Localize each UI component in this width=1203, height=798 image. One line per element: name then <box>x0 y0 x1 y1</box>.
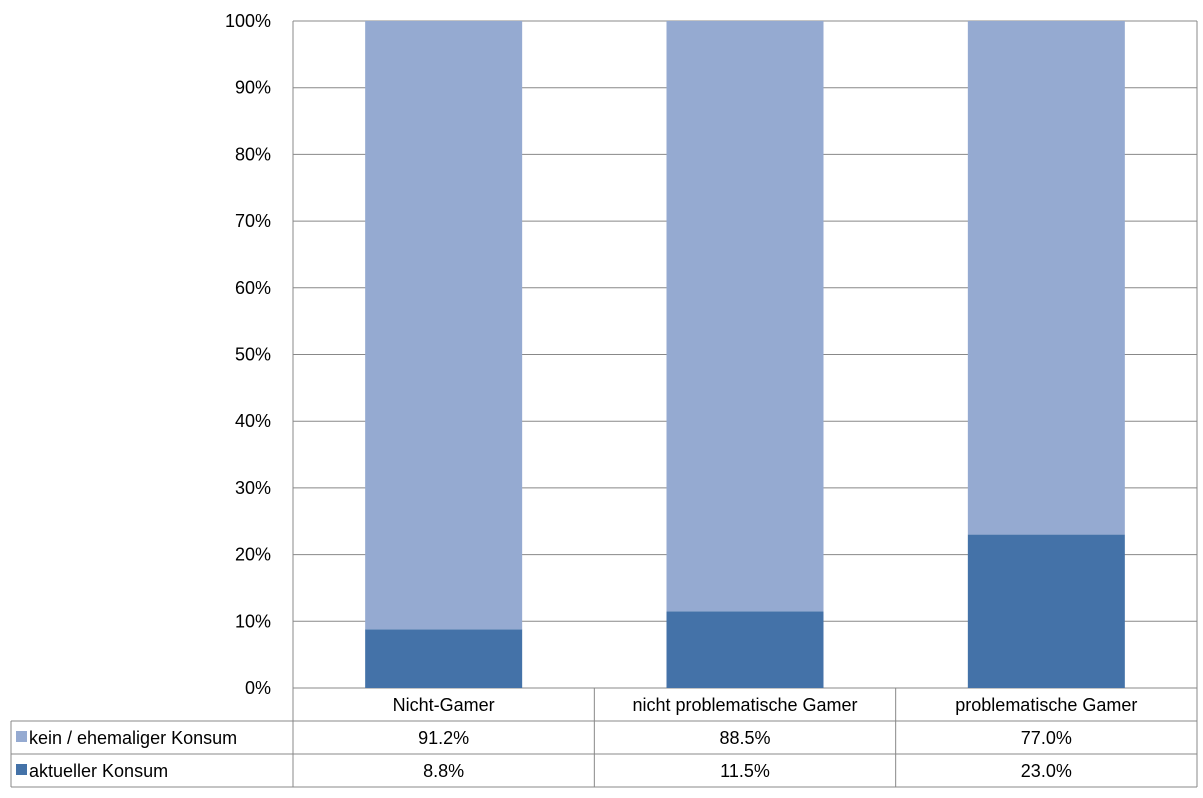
data-label: 88.5% <box>719 728 770 748</box>
y-axis: 0% 10% 20% 30% 40% 50% 60% 70% 80% 90% 100% <box>225 11 271 698</box>
x-category-label: Nicht-Gamer <box>393 695 495 715</box>
bar-segment <box>967 534 1125 688</box>
y-tick-label: 20% <box>235 545 271 565</box>
y-tick-label: 90% <box>235 78 271 98</box>
bar-segment <box>365 629 523 688</box>
data-label: 23.0% <box>1021 761 1072 781</box>
legend-label: kein / ehemaliger Konsum <box>29 728 237 748</box>
data-label: 11.5% <box>720 761 770 781</box>
bar-segment <box>666 21 824 612</box>
y-tick-label: 100% <box>225 11 271 31</box>
bar-segment <box>967 21 1125 535</box>
y-tick-label: 70% <box>235 211 271 231</box>
legend-swatch <box>16 731 27 742</box>
y-tick-label: 80% <box>235 144 271 164</box>
x-category-label: nicht problematische Gamer <box>632 695 857 715</box>
data-label: 8.8% <box>423 761 464 781</box>
legend-swatch <box>16 764 27 775</box>
y-tick-label: 30% <box>235 478 271 498</box>
bars <box>365 21 1125 688</box>
legend-label: aktueller Konsum <box>29 761 168 781</box>
y-tick-label: 40% <box>235 411 271 431</box>
y-tick-label: 60% <box>235 278 271 298</box>
x-category-label: problematische Gamer <box>955 695 1137 715</box>
y-tick-label: 10% <box>235 611 271 631</box>
data-table: Nicht-Gamer nicht problematische Gamer pro… <box>10 688 1197 788</box>
data-label: 91.2% <box>418 728 469 748</box>
bar-segment <box>666 611 824 688</box>
y-tick-label: 0% <box>245 678 271 698</box>
data-label: 77.0% <box>1021 728 1072 748</box>
bar-segment <box>365 21 523 630</box>
y-tick-label: 50% <box>235 345 271 365</box>
